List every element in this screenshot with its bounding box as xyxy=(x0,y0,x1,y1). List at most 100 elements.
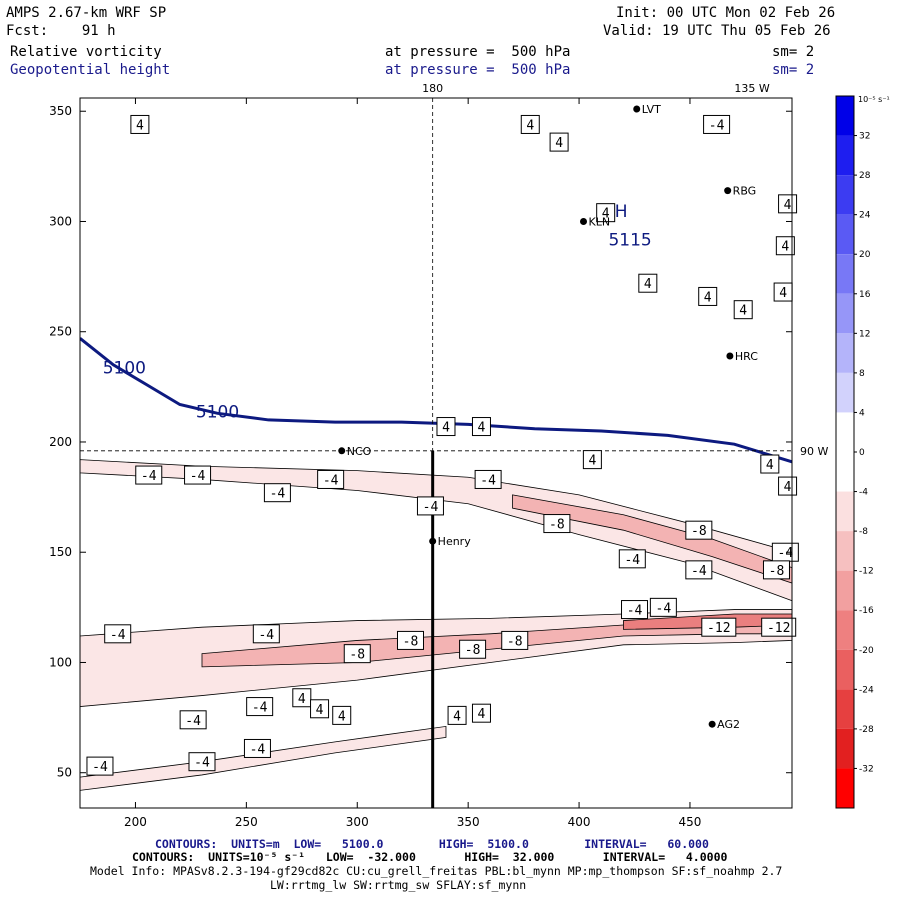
vorticity-label-box xyxy=(263,483,291,503)
colorbar-segment xyxy=(836,491,854,532)
valid-time: Valid: 19 UTC Thu 05 Feb 26 xyxy=(603,23,831,39)
y-tick-label: 100 xyxy=(49,655,72,669)
vorticity-label: 4 xyxy=(588,454,596,469)
colorbar-label: 16 xyxy=(859,290,871,300)
colorbar-label: -8 xyxy=(859,527,868,537)
vorticity-label: 4 xyxy=(555,136,563,151)
vorticity-label-box xyxy=(135,465,163,485)
vorticity-label-box xyxy=(618,549,646,569)
colorbar-segment xyxy=(836,254,854,294)
vorticity-label-box xyxy=(104,624,132,644)
vorticity-label-box xyxy=(685,560,713,580)
colorbar-label: 8 xyxy=(859,369,865,379)
colorbar-label: 20 xyxy=(859,250,871,260)
colorbar-label: -32 xyxy=(859,764,874,774)
colorbar-segment xyxy=(836,214,854,255)
vorticity-label-box xyxy=(243,738,271,758)
y-tick-label: 50 xyxy=(57,766,72,780)
colorbar-segment xyxy=(836,96,854,136)
vorticity-label: -4 xyxy=(190,469,206,484)
station-label: RBG xyxy=(733,185,757,198)
colorbar-segment xyxy=(836,372,854,413)
colorbar-label: 4 xyxy=(859,408,865,418)
field2-name: Geopotential height xyxy=(10,62,171,78)
vorticity-label: 4 xyxy=(781,240,789,255)
vorticity-label: -4 xyxy=(323,473,339,488)
colorbar-label: 28 xyxy=(859,171,871,181)
colorbar-segment xyxy=(836,689,854,729)
station-label: HRC xyxy=(735,350,758,363)
field2-level: at pressure = 500 hPa xyxy=(385,62,571,78)
vorticity-label-box xyxy=(733,300,753,320)
height-contour-info: CONTOURS: UNITS=m LOW= 5100.0 HIGH= 5100… xyxy=(155,837,709,851)
colorbar-label: -4 xyxy=(859,488,868,498)
x-tick-label: 450 xyxy=(679,815,702,829)
height-contour-5100 xyxy=(80,337,792,464)
vorticity-label: -4 xyxy=(656,601,672,616)
vorticity-label-box xyxy=(252,624,280,644)
vorticity-label: -8 xyxy=(549,518,565,533)
vorticity-label: 4 xyxy=(136,118,144,133)
vorticity-label: 4 xyxy=(779,286,787,301)
station-marker xyxy=(338,447,346,455)
vorticity-label: 4 xyxy=(704,290,712,305)
vorticity-label: -12 xyxy=(707,621,730,636)
station-marker xyxy=(580,217,588,225)
vorticity-label: 4 xyxy=(478,421,486,436)
vorticity-label-box xyxy=(596,203,616,223)
vorticity-label-box xyxy=(416,496,444,516)
vorticity-label-box xyxy=(343,644,371,664)
colorbar-label: -16 xyxy=(859,606,874,616)
vorticity-label: -8 xyxy=(507,634,523,649)
colorbar-segment xyxy=(836,728,854,769)
y-tick-label: 200 xyxy=(49,435,72,449)
vorticity-label-box xyxy=(549,132,569,152)
colorbar-segment xyxy=(836,412,854,452)
colorbar-label: -20 xyxy=(859,646,874,656)
colorbar-segment xyxy=(836,333,854,373)
vorticity-label: -4 xyxy=(709,118,725,133)
vorticity-label: -8 xyxy=(769,564,785,579)
vorticity-label: -4 xyxy=(423,500,439,515)
colorbar-segment xyxy=(836,649,854,690)
vorticity-label-box xyxy=(184,465,212,485)
vorticity-label: -4 xyxy=(141,469,157,484)
vorticity-label-box xyxy=(459,639,487,659)
y-tick-label: 250 xyxy=(49,325,72,339)
height-contour-label: 5100 xyxy=(103,359,146,379)
longitude-label: 180 xyxy=(422,82,443,95)
vorticity-label: 4 xyxy=(644,277,652,292)
model-info-physics: LW:rrtmg_lw SW:rrtmg_sw SFLAY:sf_mynn xyxy=(270,878,527,892)
station-marker xyxy=(708,720,716,728)
field1-name: Relative vorticity xyxy=(10,44,162,60)
vorticity-label: 4 xyxy=(453,709,461,724)
y-tick-label: 150 xyxy=(49,545,72,559)
vorticity-label-box xyxy=(188,752,216,772)
vorticity-label-box xyxy=(86,756,114,776)
vorticity-label-box xyxy=(317,469,345,489)
station-marker xyxy=(429,537,437,545)
vorticity-label-box xyxy=(761,617,797,637)
station-label: NCO xyxy=(347,445,372,458)
vorticity-label-box xyxy=(396,630,424,650)
vorticity-label-box xyxy=(638,273,658,293)
station-marker xyxy=(726,352,734,360)
vorticity-label-box xyxy=(332,705,352,725)
vorticity-label: -12 xyxy=(767,621,790,636)
vorticity-label: 4 xyxy=(526,118,534,133)
vorticity-label-box xyxy=(703,114,731,134)
colorbar-label: -24 xyxy=(859,685,874,695)
longitude-label: 90 W xyxy=(800,445,828,458)
colorbar-label: -28 xyxy=(859,725,874,735)
vorticity-label-box xyxy=(621,600,649,620)
plot-background xyxy=(80,98,792,808)
colorbar-label: 12 xyxy=(859,329,870,339)
colorbar-label: 0 xyxy=(859,448,865,458)
station-label: LVT xyxy=(642,103,661,116)
vorticity-label-box xyxy=(474,469,502,489)
vorticity-label: -4 xyxy=(258,628,274,643)
vorticity-label: 4 xyxy=(784,198,792,213)
vorticity-label-box xyxy=(471,703,491,723)
vorticity-label: 4 xyxy=(298,692,306,707)
vorticity-label-box xyxy=(179,710,207,730)
